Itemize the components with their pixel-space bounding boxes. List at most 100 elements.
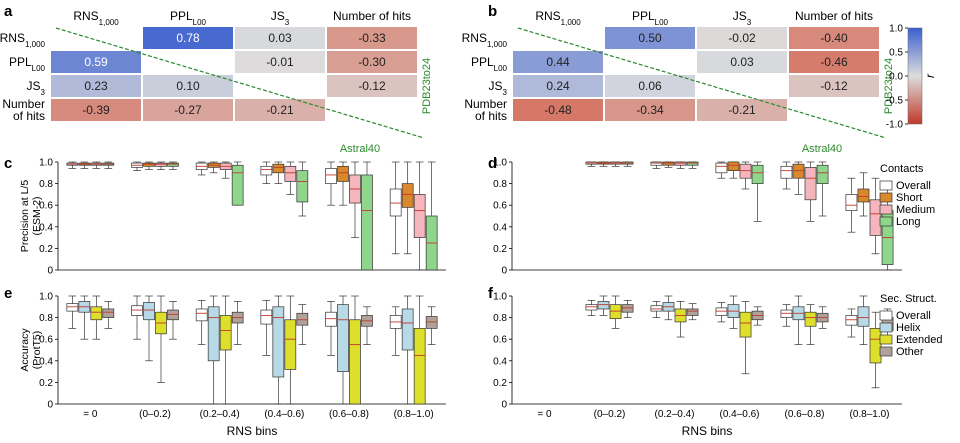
heat-row-header: JS3 bbox=[27, 79, 46, 97]
legend-swatch bbox=[879, 322, 893, 333]
box-body bbox=[167, 162, 179, 167]
heat-cell bbox=[788, 74, 880, 98]
heat-cell bbox=[696, 98, 788, 122]
heat-col-header-sub: 3 bbox=[285, 18, 290, 27]
box-body bbox=[143, 162, 155, 167]
box-body bbox=[337, 165, 349, 182]
legend-swatch bbox=[879, 310, 893, 321]
heatmap-b: RNS1,000 PPLL00 JS3 Number of hitsRNS1,000P… bbox=[462, 9, 895, 155]
y-tick-label: 0.4 bbox=[39, 222, 53, 233]
y-tick-label: 0.2 bbox=[493, 244, 507, 255]
heat-cell-value: -0.33 bbox=[358, 31, 386, 45]
heat-cell bbox=[788, 26, 880, 50]
heat-cell bbox=[142, 26, 234, 50]
heat-col-header-main: PPL bbox=[632, 9, 655, 23]
heat-row-header-sub: L00 bbox=[32, 64, 46, 73]
heat-cell bbox=[50, 50, 142, 74]
heat-cell-value: -0.27 bbox=[174, 103, 202, 117]
heat-row-header-sub: 1,000 bbox=[25, 40, 46, 49]
box-body bbox=[609, 304, 622, 320]
box-body bbox=[272, 306, 285, 378]
x-tick-label: = 0 bbox=[537, 409, 552, 420]
box-body bbox=[727, 161, 740, 171]
y-axis-label-line: (ESM-2) bbox=[31, 196, 43, 235]
box-body bbox=[325, 311, 337, 327]
y-tick-label: 0.2 bbox=[39, 244, 53, 255]
y-tick-label: 0 bbox=[501, 400, 507, 411]
box-body bbox=[621, 304, 634, 313]
heat-col-header-main: JS bbox=[733, 9, 747, 23]
box-body bbox=[90, 306, 103, 321]
box-body bbox=[413, 328, 426, 405]
box-body bbox=[131, 305, 143, 316]
box-body bbox=[219, 315, 232, 351]
box-body bbox=[715, 162, 728, 174]
y-axis-label: Accuracy(ProtT5) bbox=[19, 328, 43, 372]
heat-upper-label: PDB23to24 bbox=[421, 58, 433, 114]
colorbar-bar bbox=[907, 27, 923, 125]
y-axis-label-line: Precision at L/5 bbox=[19, 180, 31, 253]
x-tick-label: = 0 bbox=[83, 409, 98, 420]
heat-row-header: Number of hits bbox=[2, 97, 45, 123]
heat-row-header: JS3 bbox=[489, 79, 508, 97]
heat-diagonal bbox=[517, 27, 887, 139]
heat-col-header-sub: L00 bbox=[655, 18, 669, 27]
heat-row-header-main: JS bbox=[489, 79, 503, 93]
box-body bbox=[260, 309, 273, 325]
box-body bbox=[686, 308, 699, 316]
legend-swatch bbox=[879, 192, 893, 203]
y-tick-label: 0.2 bbox=[493, 378, 507, 389]
heat-row-header-sub: 3 bbox=[503, 88, 508, 97]
heat-cell-value: 0.10 bbox=[176, 79, 200, 93]
heat-cell bbox=[142, 74, 234, 98]
legend-item-label: Medium bbox=[896, 204, 935, 216]
x-tick-label: (0.8–1.0) bbox=[849, 409, 889, 420]
heat-row-header-sub: L00 bbox=[494, 64, 508, 73]
legend-title: Contacts bbox=[880, 163, 924, 175]
heat-cell bbox=[788, 50, 880, 74]
boxplot-e: 0 0.2 0.4 0.6 0.8 1.0 Accuracy(ProtT5) = 0 (0–0.… bbox=[19, 292, 446, 438]
heat-cell-value: -0.21 bbox=[266, 103, 294, 117]
box-body bbox=[739, 163, 752, 179]
heat-col-header: Number of hits bbox=[333, 9, 411, 23]
heat-cell bbox=[604, 26, 696, 50]
x-tick-label: (0.6–0.8) bbox=[784, 409, 824, 420]
legend-item-label: Overall bbox=[896, 310, 931, 322]
heat-row-header: RNS1,000 bbox=[462, 31, 508, 49]
heat-col-header-main: RNS bbox=[535, 9, 560, 23]
legend-item-label: Extended bbox=[896, 334, 942, 346]
box-body bbox=[597, 301, 610, 310]
box-body bbox=[361, 174, 373, 271]
y-tick-label: 1.0 bbox=[493, 292, 507, 303]
heat-cell-value: -0.46 bbox=[820, 55, 848, 69]
heat-col-header-main: PPL bbox=[170, 9, 193, 23]
box-body bbox=[650, 161, 663, 166]
heat-cell bbox=[512, 74, 604, 98]
box-body bbox=[284, 319, 297, 370]
y-tick-label: 0.8 bbox=[39, 313, 53, 324]
box-body bbox=[739, 311, 752, 338]
heat-col-header-main: JS bbox=[271, 9, 285, 23]
box-body bbox=[715, 307, 728, 316]
heat-row-header: PPLL00 bbox=[9, 55, 46, 73]
y-tick-label: 0.4 bbox=[39, 356, 53, 367]
x-tick-label: (0.4–0.6) bbox=[719, 409, 759, 420]
panel-label-c: c bbox=[4, 155, 12, 172]
heat-row-header-main: RNS bbox=[462, 31, 487, 45]
heat-col-header: JS3 bbox=[271, 9, 290, 27]
y-tick-label: 0 bbox=[47, 266, 53, 277]
panel-label-d: d bbox=[488, 155, 497, 172]
x-tick-label: (0–0.2) bbox=[594, 409, 626, 420]
y-tick-label: 1.0 bbox=[39, 158, 53, 169]
y-tick-label: 0.8 bbox=[493, 313, 507, 324]
box-body bbox=[804, 311, 817, 327]
heat-row-header-line: Number bbox=[464, 97, 507, 111]
colorbar-tick-label: 1.0 bbox=[889, 24, 903, 35]
panel-label-b: b bbox=[488, 3, 497, 20]
heat-col-header-main: RNS bbox=[73, 9, 98, 23]
colorbar-label: r bbox=[923, 73, 937, 78]
box-body bbox=[780, 309, 793, 318]
box-body bbox=[325, 168, 337, 184]
heat-row-header-sub: 3 bbox=[41, 88, 46, 97]
